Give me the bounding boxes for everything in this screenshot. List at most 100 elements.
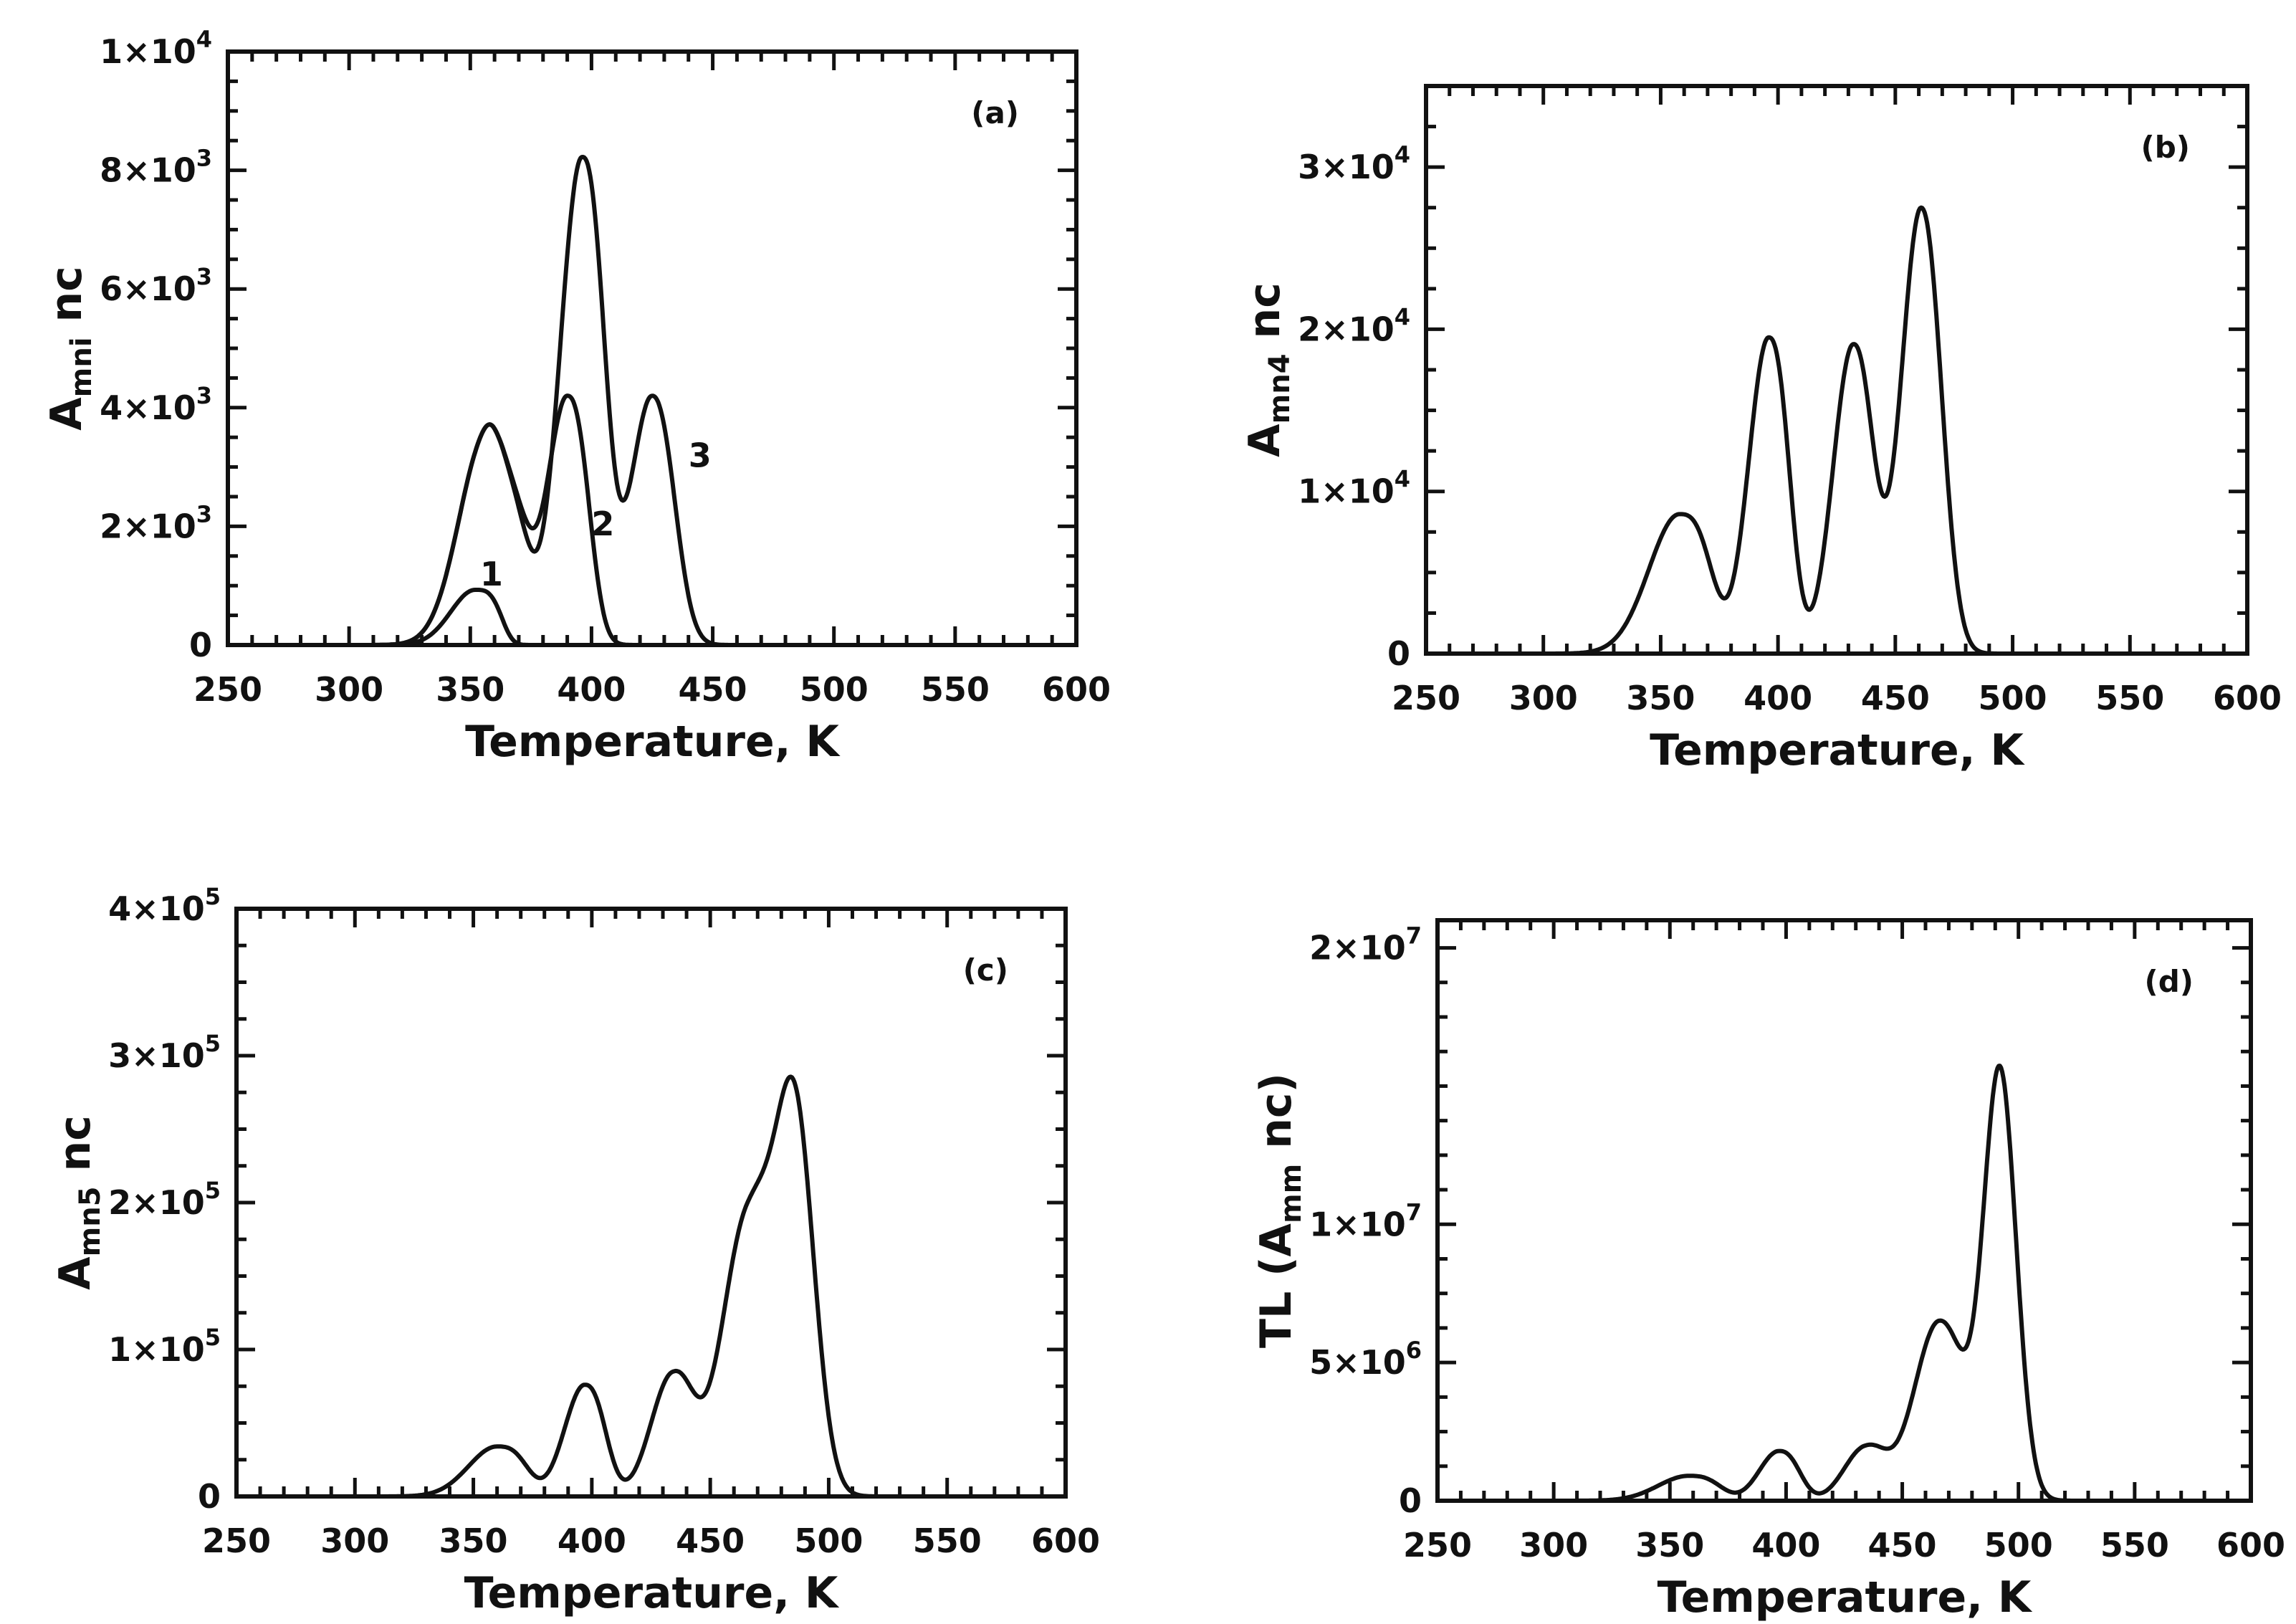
curve-label: 3 xyxy=(689,436,712,475)
x-tick-label: 500 xyxy=(1979,679,2047,717)
y-label-tail: nc xyxy=(50,1115,100,1186)
y-tick-exponent: 5 xyxy=(205,883,221,910)
y-label-subscript: mn5 xyxy=(74,1186,107,1256)
y-tick-exponent: 4 xyxy=(1395,466,1410,493)
y-tick-mantissa: 3×10 xyxy=(108,1036,205,1075)
panel-label: (d) xyxy=(2145,964,2194,999)
x-tick-label: 500 xyxy=(1984,1526,2053,1565)
panel-b: 250 300 350 400 450 500 550 60001×1042×1043×104… xyxy=(1240,84,2282,775)
y-tick-mantissa: 2×10 xyxy=(1309,929,1406,968)
x-tick-label: 250 xyxy=(1403,1526,1472,1565)
y-tick-label: 4×105 xyxy=(108,883,221,928)
y-tick-label: 3×104 xyxy=(1298,141,1410,186)
panel-c: 250 300 350 400 450 500 550 60001×1052×1053×105… xyxy=(50,883,1100,1618)
x-tick-label: 600 xyxy=(2213,679,2282,717)
y-tick-label: 6×103 xyxy=(100,263,212,308)
y-tick-label: 1×105 xyxy=(108,1324,221,1369)
y-label-main: A xyxy=(1240,424,1290,457)
y-tick-label: 5×106 xyxy=(1309,1337,1422,1382)
series-line-TL xyxy=(1482,205,2179,656)
series-line-TL xyxy=(293,1074,997,1499)
x-tick-label: 450 xyxy=(676,1522,745,1560)
y-tick-exponent: 3 xyxy=(196,263,212,290)
panel-d: 250 300 350 400 450 500 550 60005×1061×1072×107… xyxy=(1251,918,2285,1623)
x-tick-label: 600 xyxy=(1031,1522,1100,1560)
y-tick-label: 0 xyxy=(189,626,212,664)
y-tick-exponent: 6 xyxy=(1406,1337,1422,1364)
y-tick-exponent: 5 xyxy=(205,1030,221,1057)
y-axis-label: Amn4 nc xyxy=(1240,282,1296,457)
y-tick-label: 2×105 xyxy=(108,1177,221,1222)
y-tick-mantissa: 6×10 xyxy=(100,269,196,308)
y-tick-mantissa: 1×10 xyxy=(1298,472,1395,511)
y-label-tail: nc xyxy=(42,266,92,337)
y-tick-label: 1×104 xyxy=(100,26,212,71)
y-tick-mantissa: 2×10 xyxy=(1298,310,1395,348)
x-tick-label: 550 xyxy=(2100,1526,2169,1565)
x-tick-label: 600 xyxy=(2216,1526,2285,1565)
x-tick-label: 350 xyxy=(1626,679,1695,717)
x-tick-label: 450 xyxy=(679,670,747,709)
x-axis-label: Temperature, K xyxy=(464,1568,840,1618)
y-tick-label: 0 xyxy=(1387,634,1410,673)
x-axis-label: Temperature, K xyxy=(465,717,841,767)
plot-frame xyxy=(1435,918,2253,1503)
y-tick-exponent: 4 xyxy=(196,26,212,53)
y-tick-mantissa: 8×10 xyxy=(100,151,196,190)
y-tick-exponent: 7 xyxy=(1406,922,1422,950)
x-tick-label: 250 xyxy=(1392,679,1460,717)
y-tick-label: 2×107 xyxy=(1309,922,1422,968)
y-tick-mantissa: 5×10 xyxy=(1309,1343,1406,1382)
x-tick-label: 300 xyxy=(315,670,383,709)
y-tick-exponent: 3 xyxy=(196,382,212,409)
x-tick-label: 500 xyxy=(794,1522,863,1560)
y-label-tail: nc xyxy=(1240,282,1290,353)
x-tick-label: 600 xyxy=(1042,670,1111,709)
y-tick-label: 4×103 xyxy=(100,382,212,427)
x-tick-label: 300 xyxy=(1519,1526,1588,1565)
panel-label: (b) xyxy=(2141,130,2190,165)
y-label-subscript: mni xyxy=(65,337,98,397)
y-tick-exponent: 4 xyxy=(1395,141,1410,168)
x-tick-label: 550 xyxy=(2095,679,2164,717)
y-tick-label: 8×103 xyxy=(100,145,212,190)
y-tick-mantissa: 1×10 xyxy=(108,1330,205,1369)
y-label-tail: nc) xyxy=(1251,1073,1301,1164)
curve-label: 2 xyxy=(591,505,614,543)
panel-a: 250 300 350 400 450 500 550 60002×1034×1036×103… xyxy=(42,26,1111,767)
x-tick-label: 500 xyxy=(800,670,869,709)
x-tick-label: 550 xyxy=(921,670,990,709)
y-tick-exponent: 5 xyxy=(205,1177,221,1204)
x-tick-label: 400 xyxy=(558,1522,626,1560)
y-tick-mantissa: 4×10 xyxy=(100,388,196,427)
y-tick-exponent: 3 xyxy=(196,500,212,527)
y-tick-mantissa: 0 xyxy=(1399,1481,1422,1520)
y-label-main: A xyxy=(42,397,92,431)
y-label-subscript: mn4 xyxy=(1263,353,1296,424)
y-label-main: TL (A xyxy=(1251,1223,1301,1347)
y-tick-mantissa: 2×10 xyxy=(100,507,196,545)
y-tick-exponent: 4 xyxy=(1395,303,1410,330)
y-tick-mantissa: 0 xyxy=(198,1477,221,1516)
y-tick-label: 3×105 xyxy=(108,1030,221,1075)
panel-label: (a) xyxy=(971,95,1019,130)
panel-label: (c) xyxy=(963,952,1008,988)
y-tick-mantissa: 3×10 xyxy=(1298,148,1395,186)
x-tick-label: 300 xyxy=(320,1522,389,1560)
y-tick-mantissa: 2×10 xyxy=(108,1183,205,1222)
series-line-3 xyxy=(286,155,1006,647)
y-axis-label: TL (Amm nc) xyxy=(1251,1073,1308,1348)
y-tick-exponent: 7 xyxy=(1406,1198,1422,1226)
x-tick-label: 350 xyxy=(436,670,504,709)
x-tick-label: 450 xyxy=(1861,679,1930,717)
x-tick-label: 250 xyxy=(193,670,262,709)
x-tick-label: 300 xyxy=(1509,679,1578,717)
y-axis-label: Amni nc xyxy=(42,266,98,430)
x-tick-label: 550 xyxy=(913,1522,982,1560)
y-tick-label: 1×107 xyxy=(1309,1198,1422,1243)
y-tick-label: 0 xyxy=(198,1477,221,1516)
curve-label: 1 xyxy=(480,555,503,593)
y-tick-label: 2×103 xyxy=(100,500,212,545)
